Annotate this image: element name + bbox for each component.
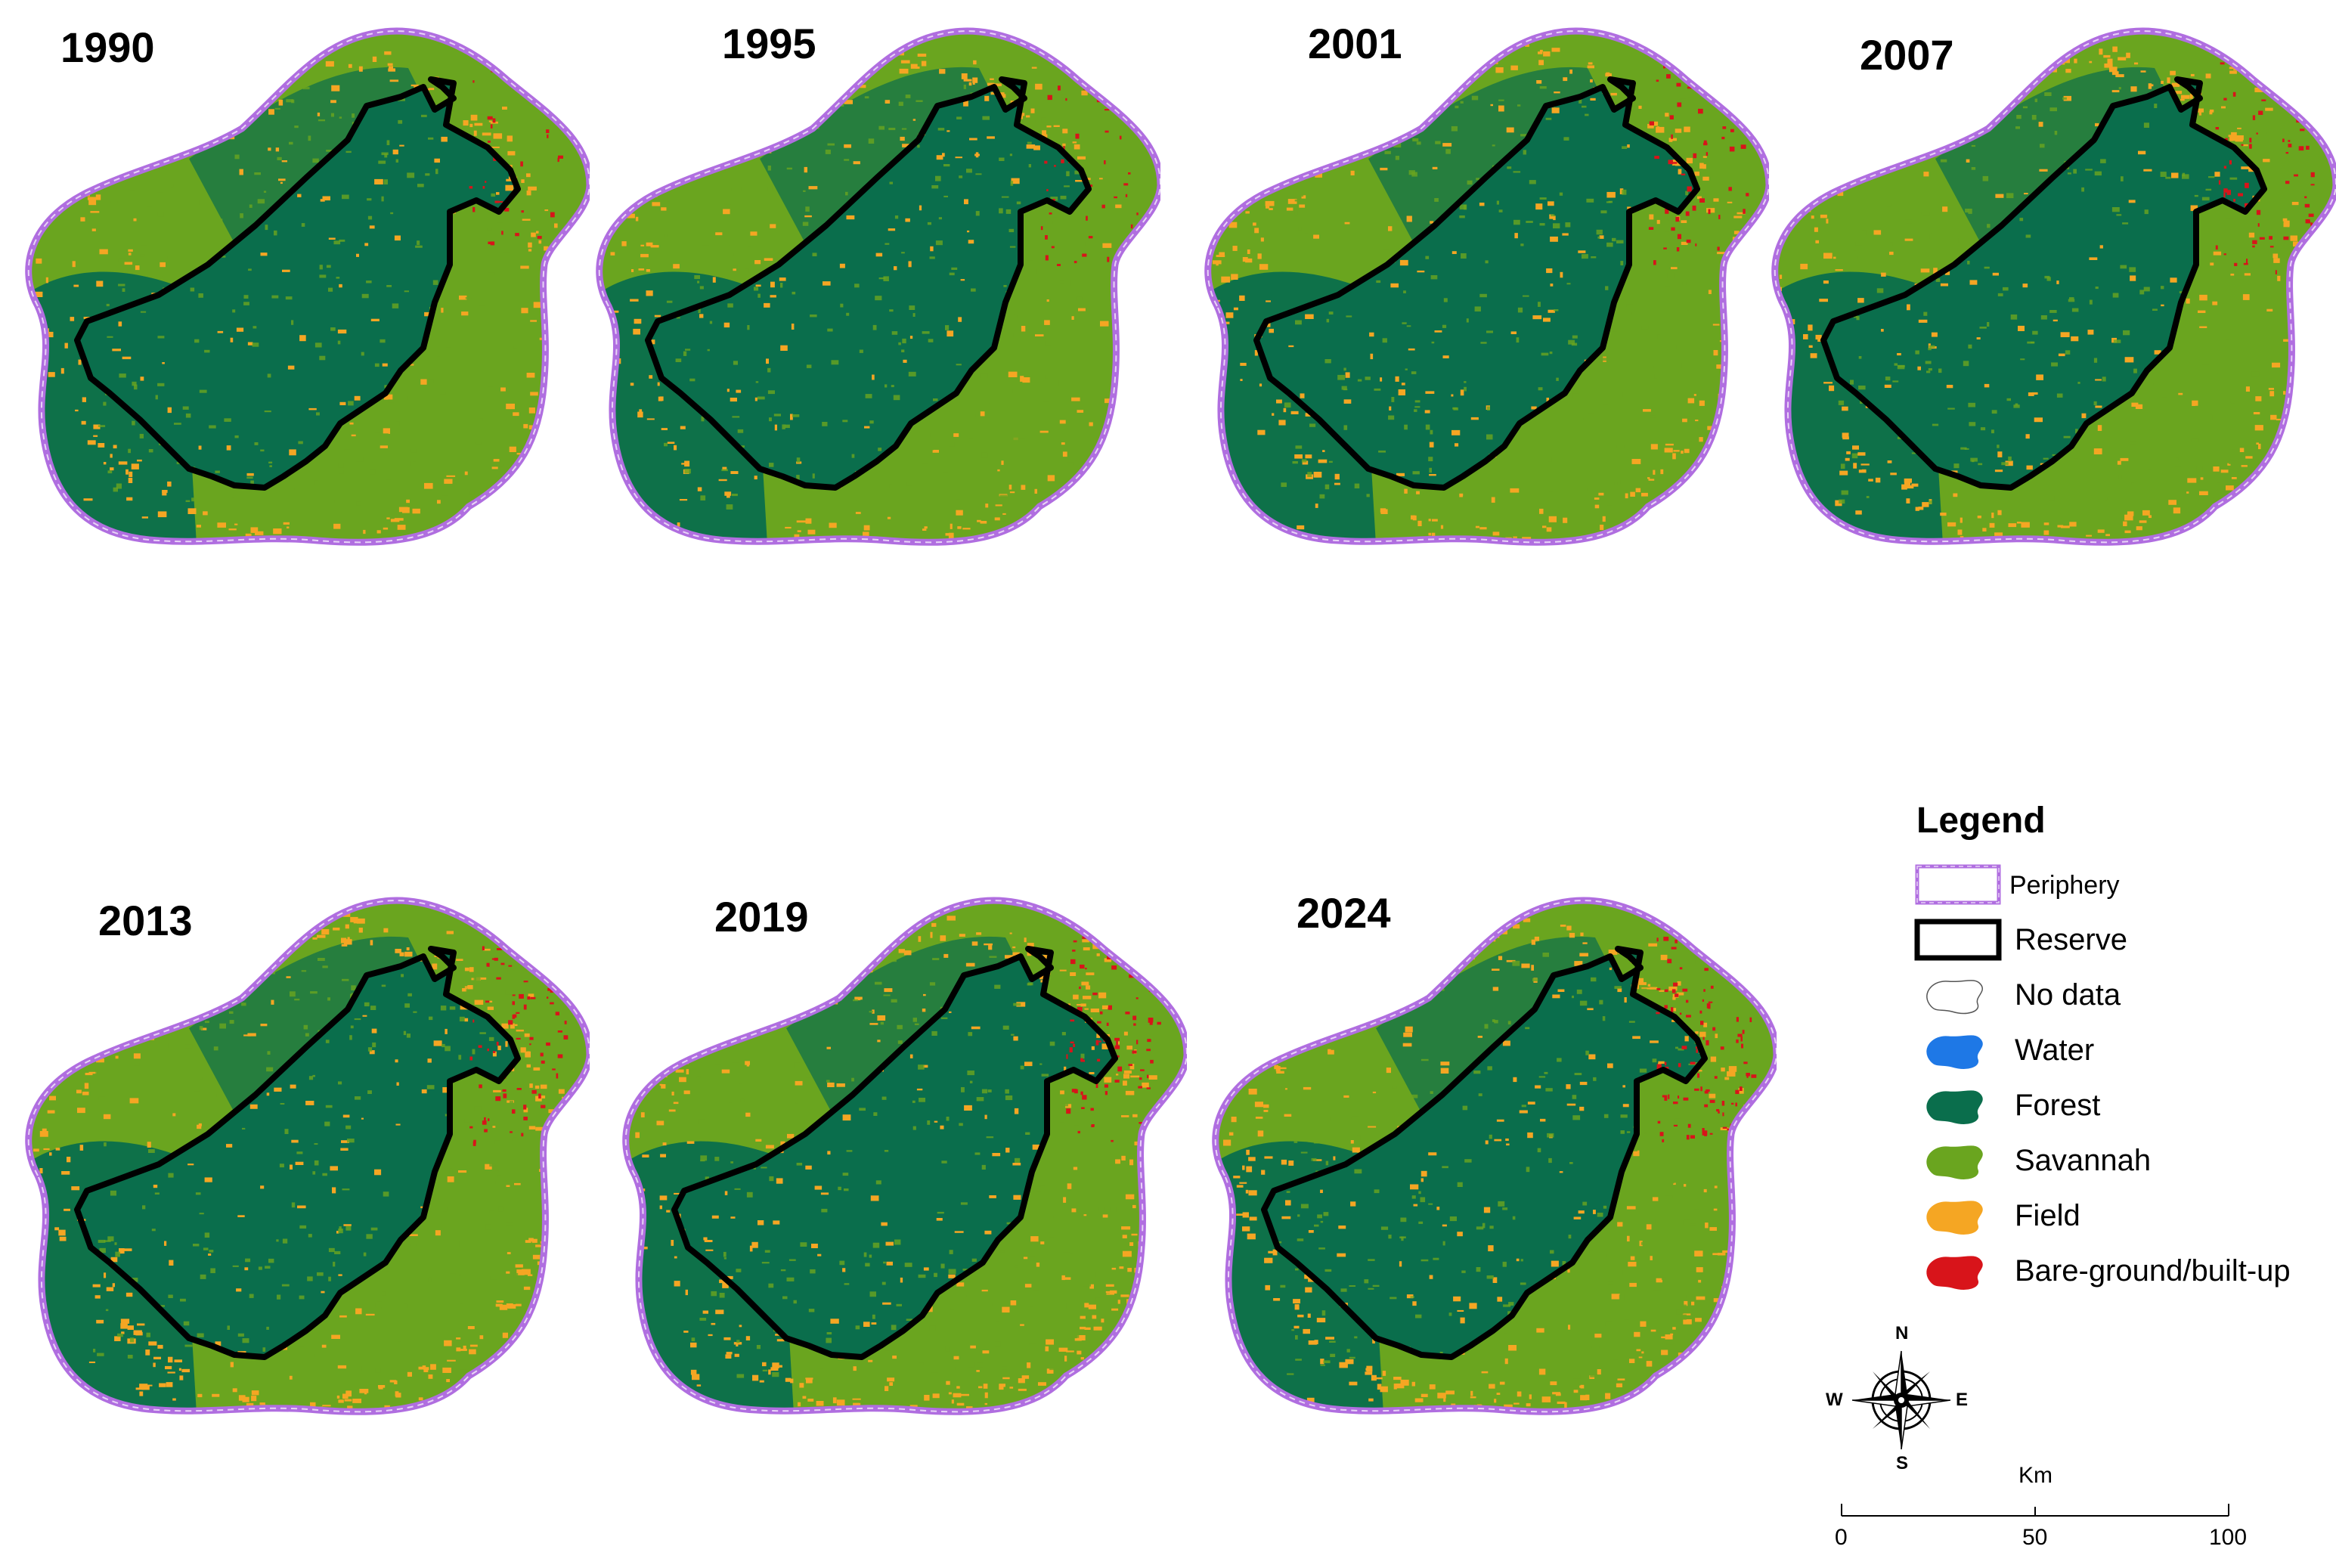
- map-year-label: 2024: [1297, 889, 1391, 937]
- land-cover-map: [622, 897, 1187, 1415]
- legend-label: No data: [2015, 978, 2121, 1012]
- compass-east-label: E: [1956, 1390, 1969, 1410]
- reserve-boundary: [1820, 76, 2267, 491]
- legend-item-bare-ground-built-up: Bare-ground/built-up: [1913, 1248, 2336, 1294]
- scale-tick-label: 0: [1835, 1525, 1848, 1550]
- legend-label: Field: [2015, 1199, 2080, 1232]
- scale-tick-label: 100: [2209, 1525, 2248, 1550]
- land-cover-swatch-icon: [1926, 1145, 1983, 1179]
- land-cover-map: [25, 27, 590, 546]
- legend-item-forest: Forest: [1913, 1083, 2336, 1128]
- legend-item-field: Field: [1913, 1193, 2336, 1238]
- land-cover-map-panel: [612, 885, 1187, 1429]
- map-year-label: 1990: [60, 23, 155, 71]
- compass-west-label: W: [1826, 1390, 1843, 1410]
- land-cover-swatch-icon: [1926, 1035, 1983, 1069]
- legend-item-no-data: No data: [1913, 972, 2336, 1018]
- reserve-boundary: [671, 946, 1118, 1360]
- reserve-boundary: [1261, 946, 1708, 1360]
- land-cover-map: [1771, 27, 2336, 546]
- legend-label: Forest: [2015, 1089, 2101, 1122]
- scale-unit-label: Km: [2018, 1463, 2053, 1488]
- scale-bar-line: [1841, 1504, 2229, 1517]
- land-cover-map: [596, 27, 1160, 546]
- map-year-label: 2001: [1308, 20, 1402, 67]
- map-year-label: 2019: [714, 893, 809, 940]
- legend-label: Water: [2015, 1033, 2095, 1067]
- map-year-label: 2007: [1860, 31, 1954, 79]
- reserve-boundary: [74, 946, 521, 1360]
- reserve-boundary: [645, 76, 1092, 491]
- land-cover-map: [1212, 897, 1777, 1415]
- reserve-boundary: [1253, 76, 1700, 491]
- periphery-swatch-icon: [1915, 864, 2001, 905]
- scale-tick-label: 50: [2022, 1525, 2048, 1550]
- land-cover-swatch-icon: [1926, 1201, 1983, 1235]
- legend-label: Reserve: [2015, 923, 2127, 956]
- land-cover-swatch-icon: [1926, 980, 1983, 1015]
- map-year-label: 2013: [98, 897, 193, 944]
- land-cover-map: [1204, 27, 1769, 546]
- land-cover-map-panel: [1194, 15, 1769, 559]
- land-cover-map-panel: [1202, 885, 1777, 1429]
- legend-label: Savannah: [2015, 1144, 2152, 1177]
- land-cover-map-panel: [586, 15, 1160, 559]
- land-cover-swatch-icon: [1926, 1256, 1983, 1290]
- legend-item-savannah: Savannah: [1913, 1138, 2336, 1183]
- compass-north-label: N: [1895, 1323, 1909, 1343]
- scale-bar: Km 0 50 100: [1814, 1463, 2283, 1554]
- legend-title: Legend: [1916, 801, 2046, 841]
- compass-rose-icon: [1851, 1350, 1951, 1450]
- legend-item-reserve: Reserve: [1913, 917, 2336, 962]
- reserve-boundary: [74, 76, 521, 491]
- land-cover-map-panel: [15, 885, 590, 1429]
- land-cover-swatch-icon: [1926, 1090, 1983, 1124]
- land-cover-map-panel: [15, 15, 590, 559]
- land-cover-map-panel: [1761, 15, 2336, 559]
- legend-item-periphery: Periphery: [1913, 862, 2336, 907]
- compass-south-label: S: [1896, 1453, 1909, 1473]
- legend-label: Bare-ground/built-up: [2015, 1254, 2291, 1288]
- map-year-label: 1995: [722, 20, 816, 67]
- legend-label: Periphery: [2009, 871, 2120, 900]
- reserve-swatch-icon: [1914, 919, 2002, 961]
- legend-item-water: Water: [1913, 1027, 2336, 1073]
- land-cover-map: [25, 897, 590, 1415]
- north-arrow-compass: N S E W: [1826, 1323, 1977, 1476]
